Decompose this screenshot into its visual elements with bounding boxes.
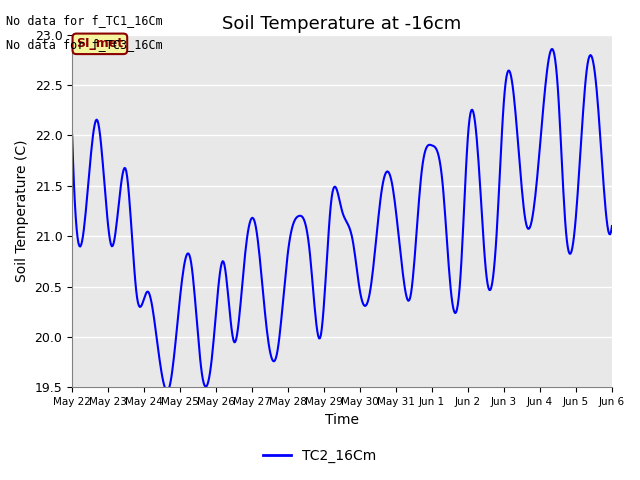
Legend: TC2_16Cm: TC2_16Cm — [258, 443, 382, 468]
Text: No data for f_TC3_16Cm: No data for f_TC3_16Cm — [6, 38, 163, 51]
Text: SI_met: SI_met — [76, 37, 124, 50]
Text: No data for f_TC1_16Cm: No data for f_TC1_16Cm — [6, 14, 163, 27]
Y-axis label: Soil Temperature (C): Soil Temperature (C) — [15, 140, 29, 282]
Title: Soil Temperature at -16cm: Soil Temperature at -16cm — [223, 15, 461, 33]
X-axis label: Time: Time — [325, 413, 359, 427]
